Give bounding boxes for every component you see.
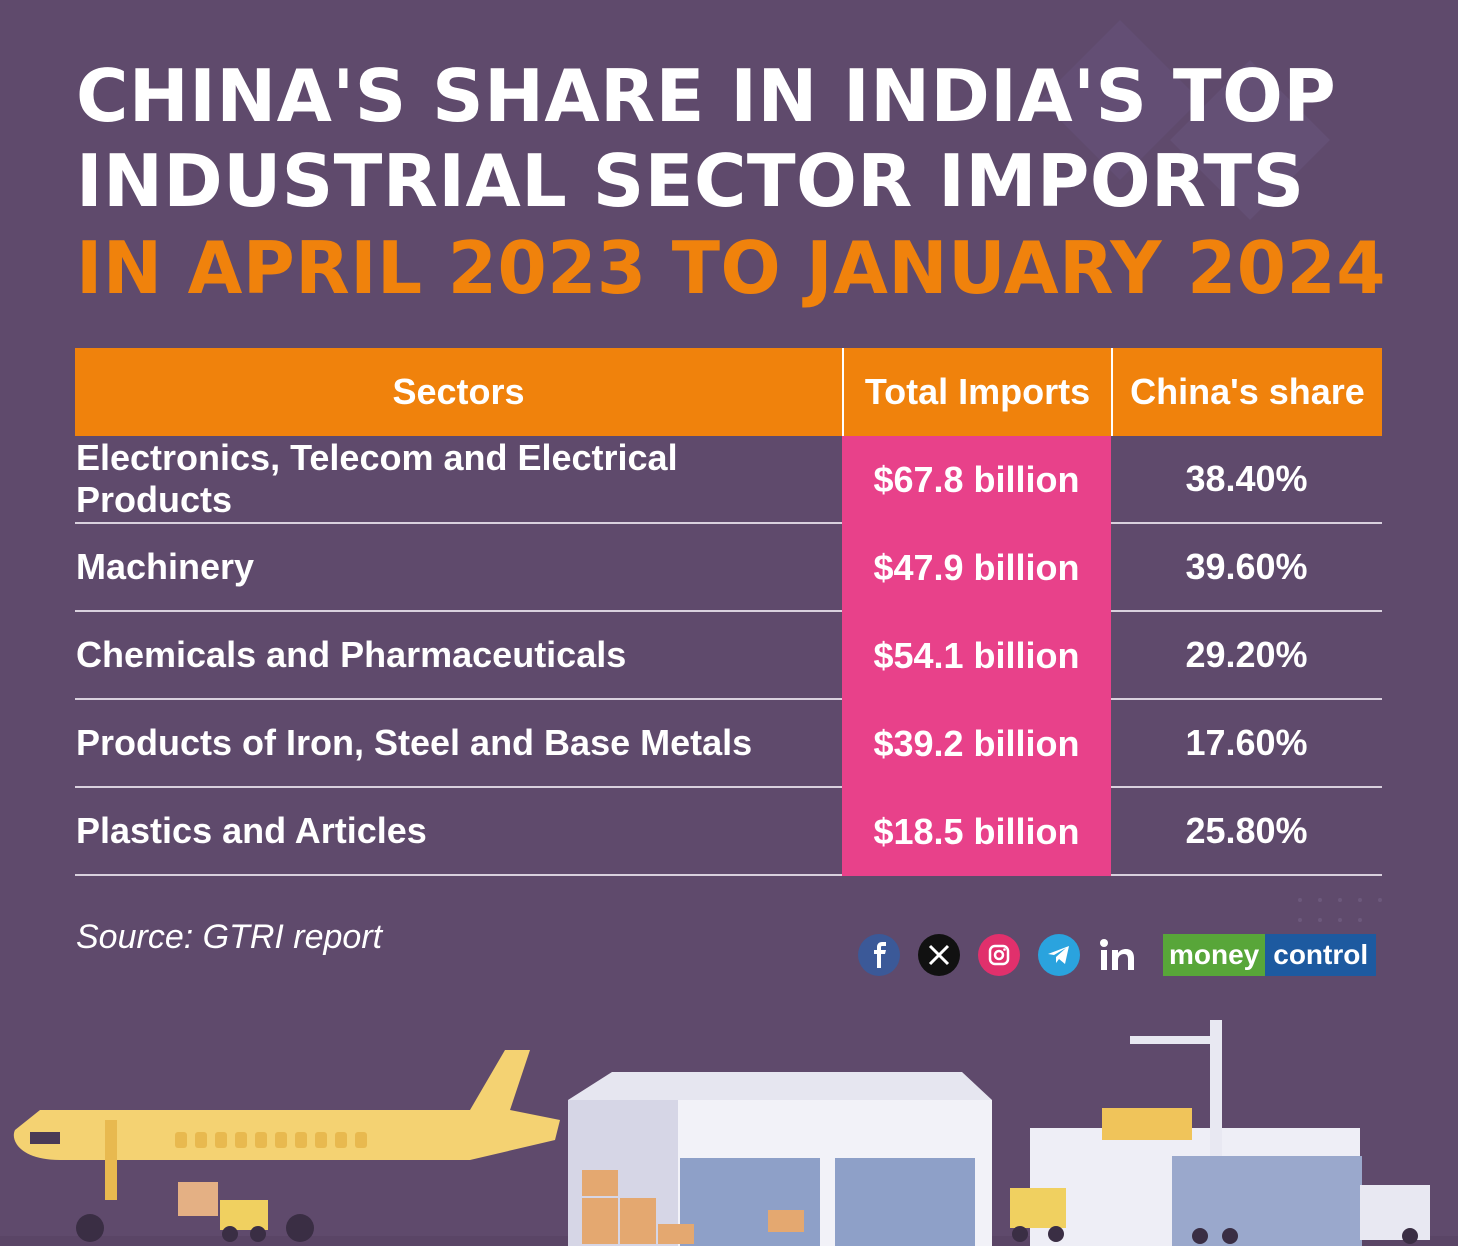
- imports-table: Sectors Total Imports China's share Elec…: [75, 348, 1382, 876]
- instagram-icon[interactable]: [978, 934, 1020, 976]
- sector-cell: Electronics, Telecom and Electrical Prod…: [76, 437, 678, 520]
- header-sectors: Sectors: [392, 371, 525, 412]
- total-imports-cell: $47.9 billion: [842, 524, 1111, 612]
- table-row: Chemicals and Pharmaceuticals $54.1 bill…: [75, 612, 1382, 700]
- linkedin-icon[interactable]: [1098, 934, 1140, 976]
- crane-icon: [1010, 1020, 1430, 1246]
- table-row: Electronics, Telecom and Electrical Prod…: [75, 436, 1382, 524]
- warehouse-icon: [568, 1072, 992, 1246]
- telegram-icon[interactable]: [1038, 934, 1080, 976]
- header-total-imports: Total Imports: [842, 348, 1111, 436]
- china-share-cell: 39.60%: [1185, 546, 1308, 587]
- sector-cell: Chemicals and Pharmaceuticals: [76, 634, 627, 675]
- total-imports-cell: $67.8 billion: [842, 436, 1111, 524]
- total-imports-cell: $54.1 billion: [842, 612, 1111, 700]
- logo-part-money: money: [1163, 934, 1266, 976]
- x-icon[interactable]: [918, 934, 960, 976]
- source-note: Source: GTRI report: [76, 918, 383, 956]
- china-share-cell: 29.20%: [1185, 634, 1308, 675]
- facebook-icon[interactable]: [858, 934, 900, 976]
- header-china-share: China's share: [1111, 348, 1382, 436]
- total-imports-cell: $18.5 billion: [842, 788, 1111, 876]
- china-share-cell: 38.40%: [1185, 458, 1308, 499]
- sector-cell: Machinery: [76, 546, 255, 587]
- title-line-3: IN APRIL 2023 TO JANUARY 2024: [76, 226, 1386, 310]
- airplane-icon: [13, 1050, 560, 1242]
- chart-title: CHINA'S SHARE IN INDIA'S TOP INDUSTRIAL …: [76, 60, 1396, 304]
- table-row: Machinery $47.9 billion 39.60%: [75, 524, 1382, 612]
- logo-part-control: control: [1265, 934, 1377, 976]
- title-line-1: CHINA'S SHARE IN INDIA'S TOP: [76, 54, 1337, 138]
- title-line-2: INDUSTRIAL SECTOR IMPORTS: [76, 139, 1305, 223]
- logistics-illustration: [0, 1020, 1458, 1246]
- sector-cell: Products of Iron, Steel and Base Metals: [76, 722, 753, 763]
- moneycontrol-logo: money control: [1163, 934, 1383, 976]
- table-header: Sectors Total Imports China's share: [75, 348, 1382, 436]
- sector-cell: Plastics and Articles: [76, 810, 427, 851]
- china-share-cell: 25.80%: [1185, 810, 1308, 851]
- social-icons: [858, 934, 1140, 976]
- table-row: Products of Iron, Steel and Base Metals …: [75, 700, 1382, 788]
- total-imports-cell: $39.2 billion: [842, 700, 1111, 788]
- china-share-cell: 17.60%: [1185, 722, 1308, 763]
- table-row: Plastics and Articles $18.5 billion 25.8…: [75, 788, 1382, 876]
